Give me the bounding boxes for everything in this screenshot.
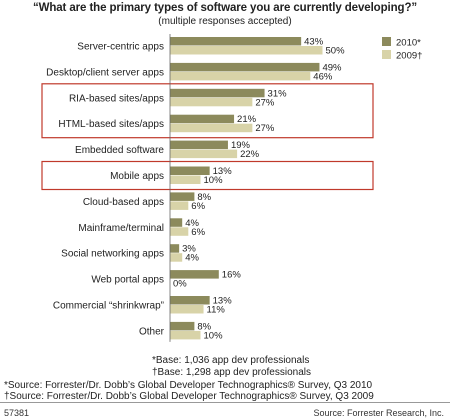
data-label: 4% [185,253,199,264]
chart-subtitle: (multiple responses accepted) [158,16,292,27]
data-label: 19% [231,140,251,151]
category-label: Cloud-based apps [83,197,164,208]
legend-entry: 2010* [396,38,421,49]
data-label: 46% [313,71,333,82]
category-label: Mainframe/terminal [78,223,164,234]
base-note-2010: *Base: 1,036 app dev professionals [152,355,310,366]
bar-2010 [170,62,320,72]
bar-2010 [170,166,210,175]
bar-2009 [170,46,323,55]
category-label: Mobile apps [110,171,164,182]
bar-chart: Server-centric apps 43%50% Desktop/client … [41,34,422,342]
data-label: 6% [191,227,205,238]
bar-2009 [170,175,201,184]
data-label: 10% [204,175,224,186]
data-label: 8% [197,321,211,332]
bar-2010 [170,140,228,150]
bar-2009 [170,201,189,210]
bar-2010 [170,88,265,98]
source-note-2010: *Source: Forrester/Dr. Dobb’s Global Dev… [4,380,373,391]
bar-2009 [170,330,201,340]
bar-2009 [170,227,189,236]
category-label: Social networking apps [61,249,164,260]
bar-2009 [170,123,253,133]
bar-2010 [170,37,302,46]
data-label: 27% [255,123,275,134]
data-label: 13% [213,296,233,307]
category-label: Other [139,326,165,337]
data-label: 6% [191,201,205,212]
category-label: HTML-based sites/apps [58,119,164,130]
legend-swatch-2009 [382,50,391,59]
bar-2009 [170,97,253,107]
bar-2010 [170,114,235,124]
category-label: Commercial “shrinkwrap” [53,301,164,312]
data-label: 49% [322,62,342,73]
figure-id: 57381 [4,408,30,418]
base-note-2009: †Base: 1,298 app dev professionals [152,367,311,378]
data-label: 43% [304,37,324,48]
data-label: 11% [207,305,226,316]
data-label: 4% [185,218,199,229]
data-label: 3% [182,244,196,255]
data-label: 13% [213,166,233,177]
bar-2010 [170,192,195,201]
highlight-box-0 [41,83,374,139]
highlight-box-1 [41,160,374,191]
bar-2010 [170,244,180,253]
category-label: RIA-based sites/apps [69,93,164,104]
data-label: 27% [255,97,275,108]
bar-2009 [170,253,183,262]
bar-2010 [170,218,183,227]
data-label: 10% [204,330,224,341]
category-label: Embedded software [75,145,164,156]
bar-2010 [170,321,195,331]
data-label: 16% [222,270,242,281]
category-label: Desktop/client server apps [46,67,164,78]
legend-entry: 2009† [396,51,422,62]
bar-2010 [170,296,210,305]
legend-swatch-2010 [382,37,391,46]
data-label: 50% [326,46,346,57]
data-label: 0% [173,279,187,290]
category-label: Web portal apps [91,275,164,286]
bar-2009 [170,149,238,159]
footer-divider [0,402,450,403]
data-label: 22% [240,149,260,160]
source-credit: Source: Forrester Research, Inc. [313,408,444,418]
source-note-2009: †Source: Forrester/Dr. Dobb’s Global Dev… [4,391,374,402]
chart-title: “What are the primary types of software … [32,2,418,14]
bar-2010 [170,270,219,279]
bar-2009 [170,71,311,81]
data-label: 31% [268,88,288,99]
data-label: 21% [237,114,257,125]
category-label: Server-centric apps [77,42,164,53]
data-label: 8% [197,192,211,203]
bar-2009 [170,305,204,314]
